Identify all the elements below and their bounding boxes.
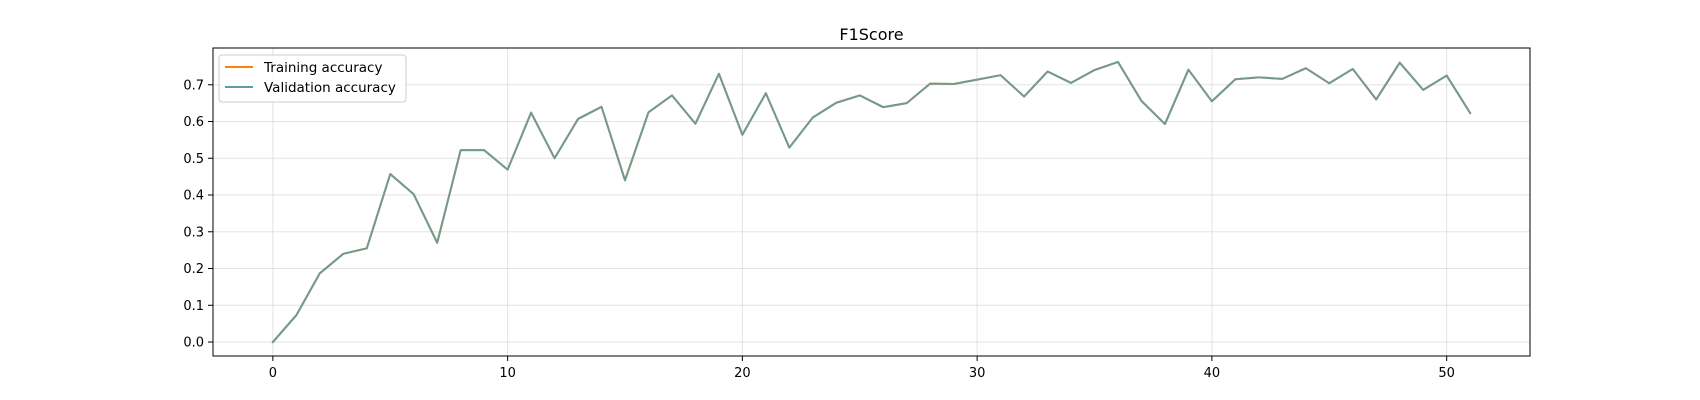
x-tick-label: 20: [734, 366, 751, 381]
axis-ticks: 0 10 20 30 40 50 0.0 0.1 0.2 0.3 0.4 0.5 0.6 0.7: [183, 78, 1455, 381]
validation-accuracy-line: [271, 60, 1472, 344]
x-tick-label: 0: [269, 366, 277, 381]
y-tick-label: 0.7: [183, 78, 204, 93]
training-accuracy-legend-label: Training accuracy: [263, 60, 382, 76]
y-tick-label: 0.1: [183, 299, 204, 314]
y-tick-label: 0.3: [183, 225, 204, 240]
training-accuracy-line: [271, 60, 1472, 344]
legend-box: [218, 54, 407, 103]
y-tick-label: 0.4: [183, 189, 204, 204]
x-tick-label: 10: [499, 366, 516, 381]
x-tick-label: 50: [1438, 366, 1455, 381]
y-tick-label: 0.5: [183, 152, 204, 167]
y-tick-label: 0.6: [183, 115, 204, 130]
grid: [213, 48, 1530, 356]
x-tick-label: 30: [969, 366, 986, 381]
series-lines: [271, 60, 1472, 344]
validation-accuracy-legend-label: Validation accuracy: [264, 80, 396, 96]
y-tick-label: 0.2: [183, 262, 204, 277]
y-tick-label: 0.0: [183, 336, 204, 351]
plot-area-frame: [212, 47, 1531, 357]
chart-title: F1Score: [839, 25, 903, 44]
legend: Training accuracy Validation accuracy: [218, 54, 407, 103]
x-tick-label: 40: [1204, 366, 1221, 381]
